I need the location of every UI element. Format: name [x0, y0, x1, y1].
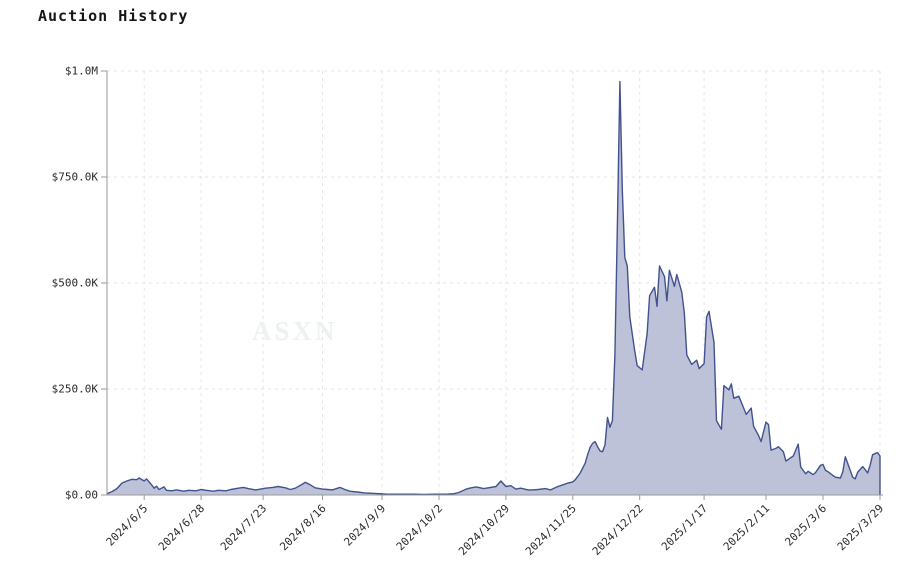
x-tick-label: 2024/7/23	[218, 502, 269, 553]
area-fill	[107, 81, 880, 495]
x-tick-label: 2025/2/11	[721, 502, 772, 553]
x-tick-label: 2024/10/2	[394, 502, 445, 553]
y-tick-label: $0.00	[65, 489, 98, 502]
x-tick-label: 2025/1/17	[659, 502, 710, 553]
x-tick-label: 2025/3/6	[782, 502, 829, 549]
x-tick-label: 2024/8/16	[277, 502, 328, 553]
x-tick-label: 2024/10/29	[456, 502, 512, 558]
x-tick-label: 2024/6/28	[156, 502, 207, 553]
x-tick-label: 2024/11/25	[523, 502, 579, 558]
gridlines	[107, 70, 881, 495]
y-tick-label: $250.0K	[52, 383, 99, 396]
y-tick-label: $1.0M	[65, 65, 98, 78]
y-tick-label: $750.0K	[52, 171, 99, 184]
chart-title: Auction History	[38, 7, 189, 25]
x-tick-label: 2025/3/29	[835, 502, 886, 553]
series-line	[106, 80, 881, 496]
axes	[101, 70, 883, 500]
x-tick-label: 2024/9/9	[341, 502, 388, 549]
watermark-text: ASXN	[252, 316, 338, 346]
x-tick-label: 2024/6/5	[104, 502, 151, 549]
x-tick-label: 2024/12/22	[590, 502, 646, 558]
y-tick-label: $500.0K	[52, 277, 99, 290]
